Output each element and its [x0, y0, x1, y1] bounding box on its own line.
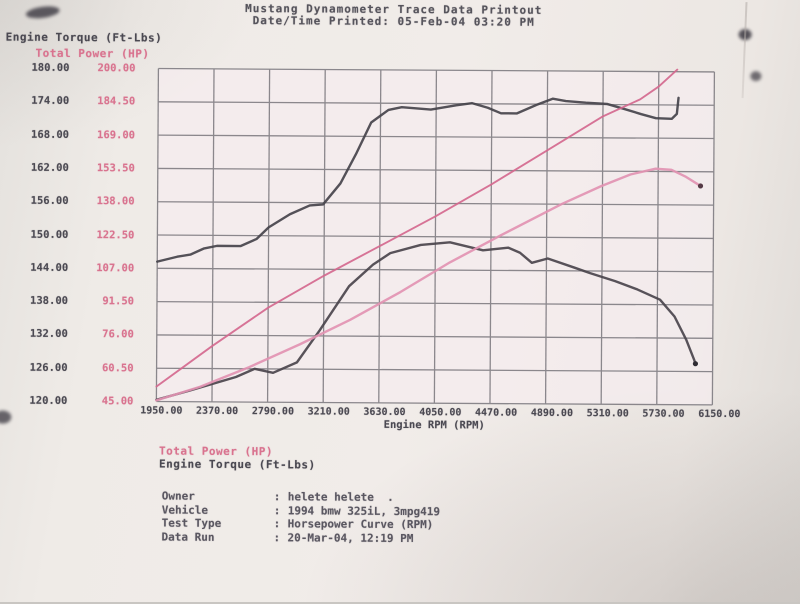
power-tick-label: 91.50 — [102, 295, 135, 308]
info-separator: : — [273, 517, 281, 531]
rpm-tick-label: 5310.00 — [586, 408, 629, 420]
dyno-chart — [155, 67, 716, 406]
scan-smudge — [750, 71, 762, 82]
torque-tick-label: 120.00 — [29, 394, 68, 407]
info-label: Vehicle — [161, 503, 209, 517]
torque-run1-curve — [156, 96, 680, 263]
rpm-tick-label: 6150.00 — [698, 408, 741, 421]
torque-tick-label: 150.00 — [30, 228, 69, 241]
torque-tick-label: 180.00 — [31, 61, 70, 74]
rpm-tick-label: 4890.00 — [530, 407, 574, 420]
legend-power-label: Total Power (HP) — [159, 444, 274, 459]
torque-tick-label: 132.00 — [29, 328, 68, 341]
torque-tick-label: 126.00 — [29, 361, 68, 374]
info-row: Data Run:20-Mar-04, 12:19 PM — [162, 530, 440, 545]
torque-tick-label: 168.00 — [31, 128, 70, 141]
power-tick-label: 138.00 — [96, 195, 135, 208]
rpm-tick-label: 4470.00 — [475, 407, 518, 419]
power-run1-curve — [155, 68, 679, 388]
power-tick-label: 45.00 — [101, 395, 134, 408]
rpm-tick-label: 2370.00 — [196, 405, 239, 418]
power-run2-curve — [155, 167, 702, 402]
info-label: Data Run — [161, 530, 215, 544]
power-tick-label: 122.50 — [96, 228, 135, 241]
torque-run2-curve-end-marker — [692, 361, 699, 367]
info-value: Horsepower Curve (RPM) — [287, 517, 434, 532]
power-tick-label: 200.00 — [97, 62, 136, 75]
power-run2-curve-end-marker — [697, 183, 704, 189]
rpm-tick-label: 3630.00 — [363, 406, 406, 419]
rpm-tick-label: 3210.00 — [307, 406, 350, 418]
power-tick-label: 169.00 — [97, 128, 136, 141]
chart-canvas — [155, 67, 716, 406]
grid-lines — [155, 67, 716, 406]
run-info-block: Owner: helete helete . Vehicle:1994 bmw 32… — [162, 490, 441, 546]
scan-smudge — [0, 410, 12, 424]
torque-tick-label: 156.00 — [30, 194, 69, 208]
power-tick-label: 153.50 — [96, 162, 135, 175]
power-tick-label: 107.00 — [96, 261, 135, 275]
power-tick-label: 76.00 — [102, 328, 134, 341]
info-separator: : — [273, 530, 281, 544]
power-tick-label: 60.50 — [101, 361, 134, 375]
torque-tick-label: 138.00 — [30, 294, 69, 308]
info-value: helete helete . — [287, 490, 394, 504]
power-tick-label: 184.50 — [97, 95, 136, 108]
legend-torque-label: Engine Torque (Ft-Lbs) — [158, 457, 316, 472]
rpm-tick-label: 5730.00 — [642, 408, 685, 420]
torque-tick-label: 162.00 — [30, 161, 69, 174]
torque-axis-title: Engine Torque (Ft-Lbs) — [5, 30, 163, 45]
info-value: 1994 bmw 325iL, 3mpg419 — [287, 503, 441, 518]
rpm-tick-label: 1950.00 — [140, 405, 183, 417]
rpm-tick-label: 4050.00 — [419, 407, 462, 419]
info-label: Test Type — [161, 516, 222, 530]
rpm-tick-label: 2790.00 — [251, 406, 295, 418]
power-axis-title: Total Power (HP) — [35, 46, 150, 61]
info-separator: : — [273, 490, 281, 504]
torque-tick-label: 174.00 — [31, 95, 70, 108]
info-separator: : — [273, 503, 281, 517]
torque-run2-curve — [155, 241, 697, 402]
x-axis-title: Engine RPM (RPM) — [383, 418, 485, 432]
torque-tick-label: 144.00 — [30, 261, 69, 274]
info-value: 20-Mar-04, 12:19 PM — [287, 530, 414, 545]
info-label: Owner — [161, 489, 195, 503]
